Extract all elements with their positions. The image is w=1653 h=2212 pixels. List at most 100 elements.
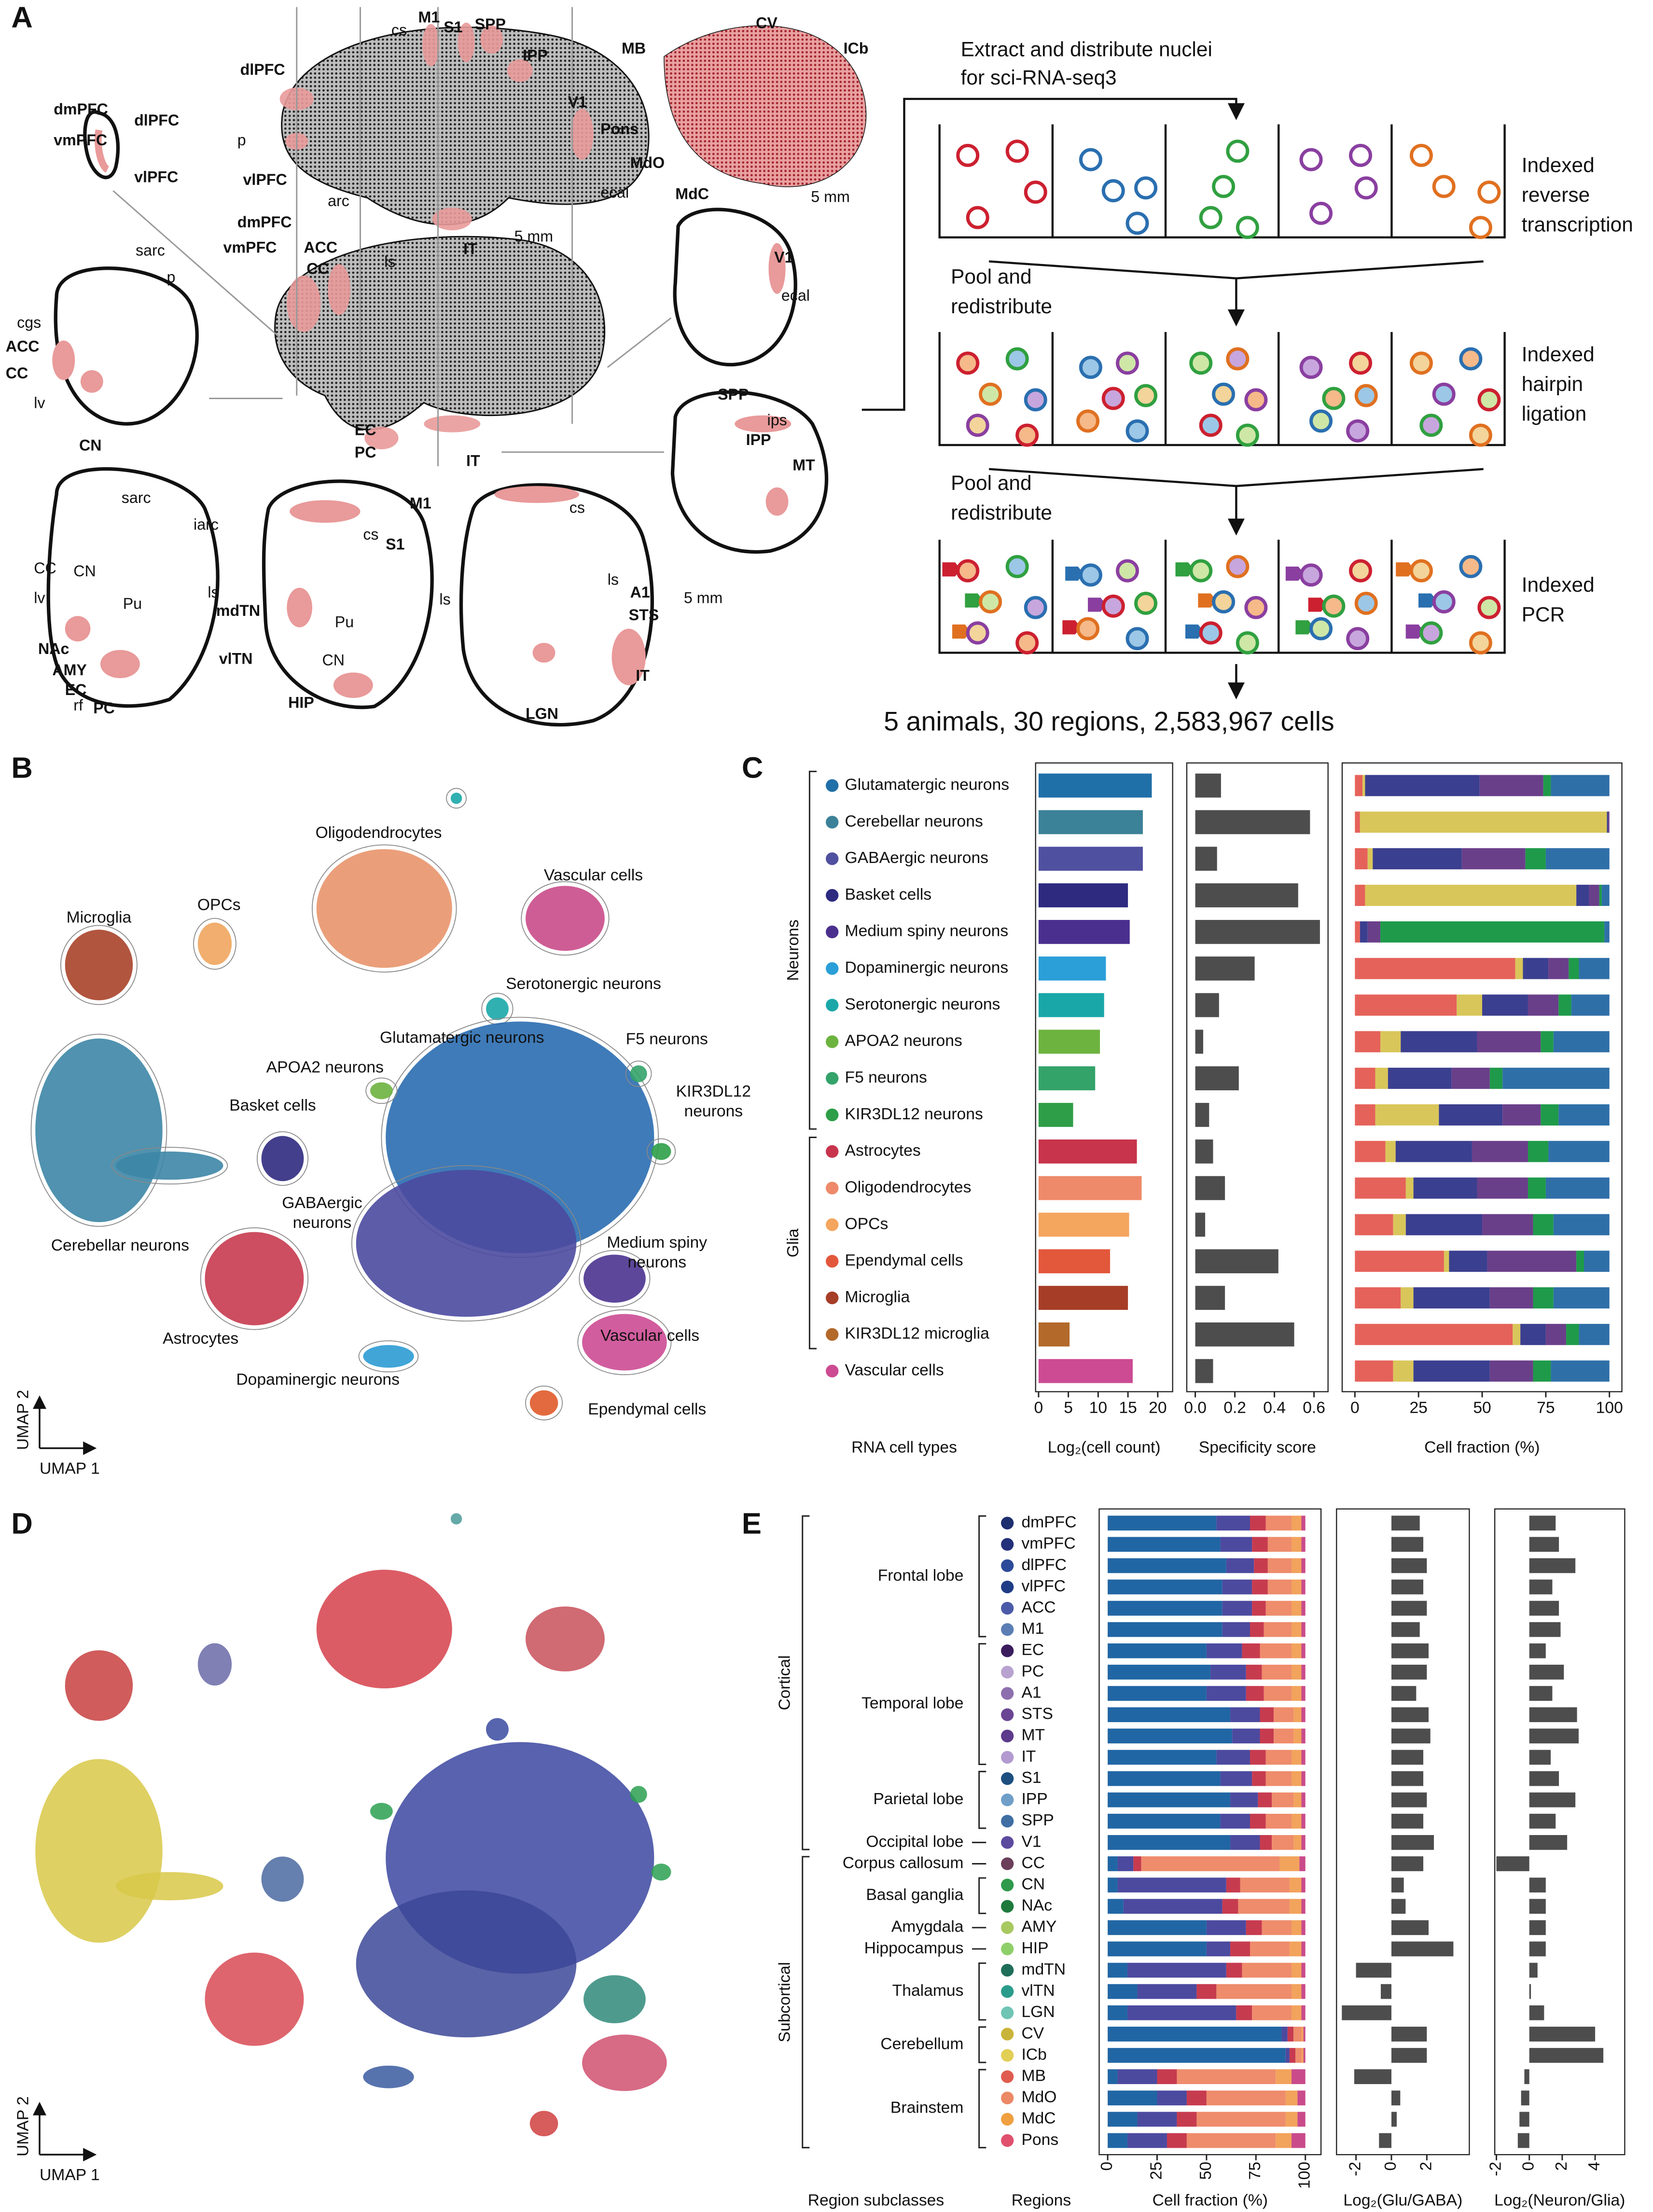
x-tick-label: 25 xyxy=(1147,2162,1165,2180)
region-label: MdC xyxy=(1021,2110,1056,2128)
cluster-label: GABAergic neurons xyxy=(282,1194,362,1232)
brain-label: dlPFC xyxy=(240,61,285,78)
bar-segment xyxy=(1285,2090,1298,2106)
x-tick-label: 15 xyxy=(1119,1399,1137,1417)
bar-segment xyxy=(1543,775,1551,796)
bar xyxy=(1391,1665,1427,1680)
umap-cluster xyxy=(116,1872,223,1901)
nucleus xyxy=(1125,211,1149,235)
bar-segment xyxy=(1108,1707,1231,1723)
brain-label: CN xyxy=(79,437,102,454)
umap-cluster xyxy=(486,997,509,1020)
brain-label: CC xyxy=(34,559,56,577)
bar-segment xyxy=(1108,2027,1282,2042)
region-label: mdTN xyxy=(1021,1961,1066,1978)
brain-label: ACC xyxy=(304,239,337,256)
nucleus xyxy=(1477,596,1501,619)
tag xyxy=(1185,624,1204,639)
nucleus xyxy=(1354,384,1378,407)
bar-segment xyxy=(1523,958,1549,979)
nucleus xyxy=(1199,414,1222,437)
bar xyxy=(1391,1686,1417,1701)
bar-segment xyxy=(1108,1516,1217,1531)
region-dot xyxy=(1001,1793,1014,1807)
region-dot xyxy=(1001,1580,1014,1594)
bar xyxy=(1529,1665,1564,1680)
nucleus xyxy=(1079,356,1102,379)
bar xyxy=(1521,2090,1529,2106)
bar xyxy=(1038,1066,1096,1091)
nucleus xyxy=(1469,216,1492,239)
region-dot xyxy=(1001,1666,1014,1679)
subclass-bracket xyxy=(978,1515,986,1638)
bar-segment xyxy=(1533,1287,1554,1308)
region-label: HIP xyxy=(1021,1939,1048,1957)
bar xyxy=(1529,1686,1553,1701)
nucleus xyxy=(1469,423,1492,447)
nucleus xyxy=(1226,347,1250,371)
umap-cluster xyxy=(256,1131,309,1186)
umap-x-label: UMAP 1 xyxy=(40,2166,100,2184)
bar-segment xyxy=(1222,1899,1238,1914)
brain-label: S1 xyxy=(386,535,404,553)
brain-label: dmPFC xyxy=(54,100,108,118)
umap-cluster xyxy=(529,1390,558,1416)
bar-segment xyxy=(1230,1941,1250,1957)
umap-cluster xyxy=(486,1718,509,1741)
bar-segment xyxy=(1553,1287,1610,1308)
x-tick-label: 20 xyxy=(1149,1399,1167,1417)
nucleus xyxy=(1477,388,1501,412)
category-label: GABAergic neurons xyxy=(845,849,988,867)
bar-segment xyxy=(1489,1068,1503,1089)
bar xyxy=(1038,773,1152,798)
bar-segment xyxy=(1108,1750,1217,1765)
brain-label: 5 mm xyxy=(811,188,849,205)
bar xyxy=(1038,1139,1137,1164)
bar xyxy=(1529,1835,1568,1850)
nucleus xyxy=(1076,617,1100,640)
category-dot xyxy=(826,1035,839,1048)
x-tick-label: 0.2 xyxy=(1223,1399,1246,1417)
bar-segment xyxy=(1292,1920,1302,1935)
umap-y-label: UMAP 2 xyxy=(14,1390,32,1450)
x-tick-label: 50 xyxy=(1197,2162,1215,2180)
bar-segment xyxy=(1108,2048,1286,2063)
flow-step: Indexed reverse transcription xyxy=(1522,154,1633,236)
nucleus xyxy=(1134,176,1158,200)
region-label: IT xyxy=(1021,1748,1036,1766)
bar-segment xyxy=(1230,1835,1260,1850)
umap-cluster xyxy=(356,1169,577,1317)
bar-segment xyxy=(1589,885,1599,906)
nucleus xyxy=(1079,148,1102,171)
brain-label: ecal xyxy=(600,184,629,201)
tag xyxy=(1396,562,1415,577)
bar xyxy=(1391,1899,1406,1914)
bar-segment xyxy=(1599,885,1602,906)
brain-label: rf xyxy=(73,696,83,714)
bar-segment xyxy=(1252,1579,1268,1595)
cluster-label: OPCs xyxy=(197,896,241,914)
bar-segment xyxy=(1274,1707,1294,1723)
region-dot xyxy=(1001,2070,1014,2083)
bar xyxy=(1529,1558,1576,1573)
bar-segment xyxy=(1252,1537,1268,1552)
bar-segment xyxy=(1108,1665,1211,1680)
bar-segment xyxy=(1525,848,1546,870)
bar-segment xyxy=(1604,921,1610,943)
bar-segment xyxy=(1265,1750,1292,1765)
nucleus xyxy=(1024,181,1047,204)
panel-label: E xyxy=(742,1507,762,1541)
cluster-label-line: neurons xyxy=(627,1253,686,1271)
bar-segment xyxy=(1246,1686,1264,1701)
brain-label: STS xyxy=(629,606,659,624)
flow-step-line: Indexed xyxy=(1522,343,1595,366)
brain-label: AMY xyxy=(52,661,87,679)
group-bracket xyxy=(802,1515,810,1850)
group-bracket xyxy=(808,1137,817,1349)
bar-segment xyxy=(1292,1984,1302,1999)
bar-segment xyxy=(1355,1287,1401,1308)
bar-segment xyxy=(1502,1068,1610,1089)
bar-segment xyxy=(1289,2048,1296,2063)
umap-cluster xyxy=(111,1147,228,1184)
category-dot xyxy=(826,1328,839,1341)
